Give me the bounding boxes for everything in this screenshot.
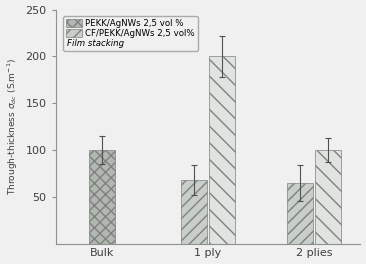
Bar — [181, 180, 207, 244]
Y-axis label: Through-thickness $\sigma_{dc}$ (S.m$^{-1}$): Through-thickness $\sigma_{dc}$ (S.m$^{-… — [5, 58, 20, 195]
Bar — [287, 183, 313, 244]
Bar — [209, 56, 235, 244]
Bar — [315, 150, 341, 244]
Legend: PEKK/AgNWs 2,5 vol %, CF/PEKK/AgNWs 2,5 vol%, Film stacking: PEKK/AgNWs 2,5 vol %, CF/PEKK/AgNWs 2,5 … — [63, 16, 198, 51]
Bar — [89, 150, 115, 244]
